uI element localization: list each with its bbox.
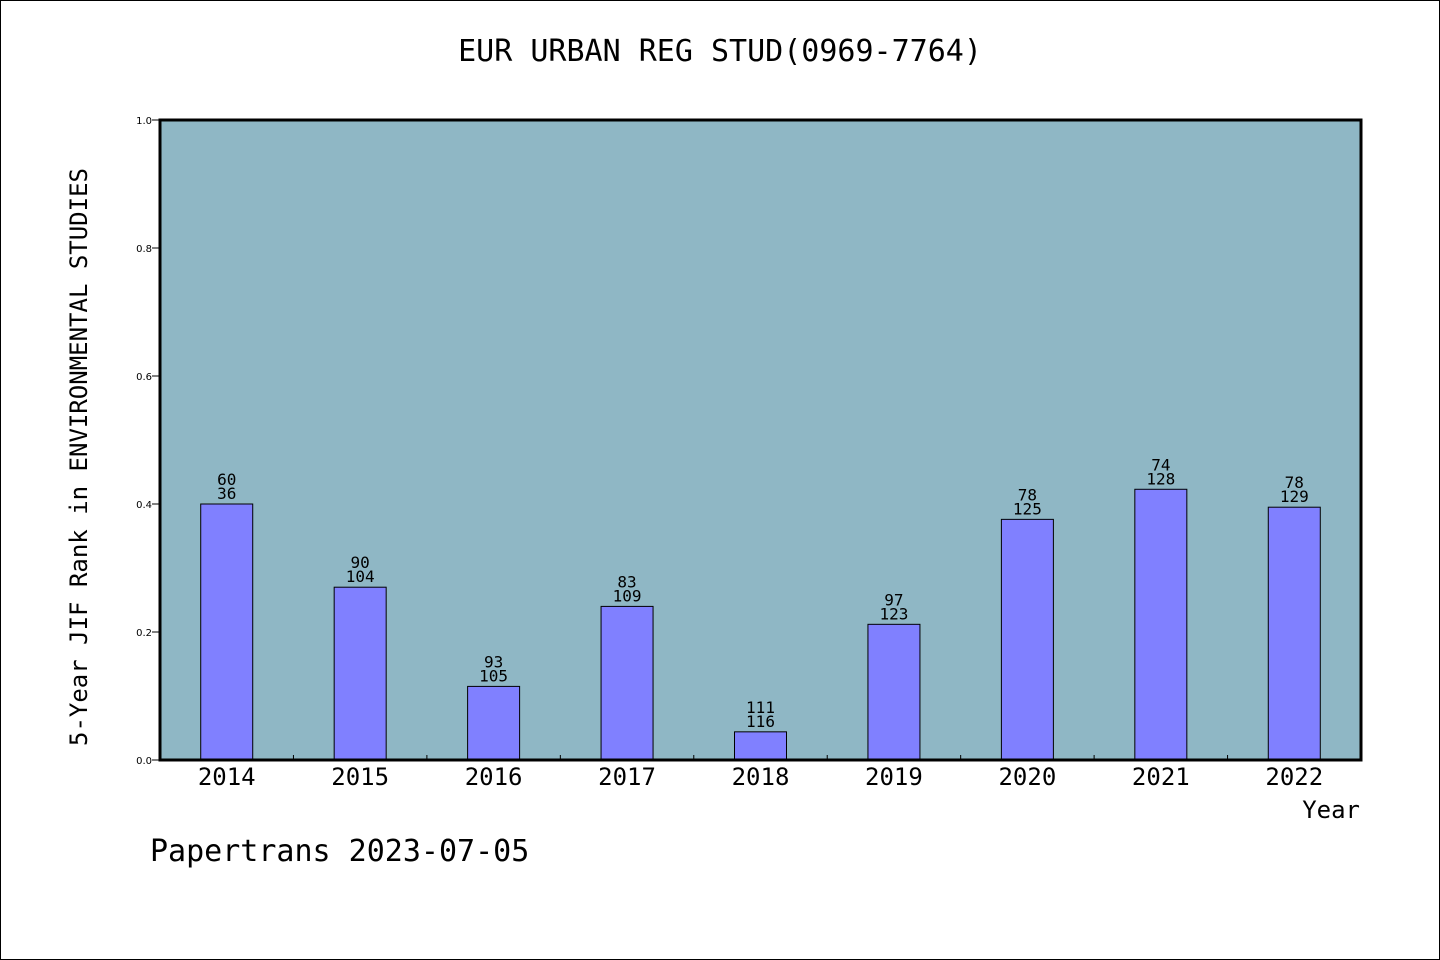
y-tick-label: 0.2 <box>136 628 152 639</box>
bar-2019 <box>867 623 921 761</box>
bar-2021 <box>1134 488 1188 761</box>
bar-label-top: 90 <box>351 553 370 572</box>
x-tick-label: 2014 <box>198 763 256 791</box>
x-tick-label: 2015 <box>331 763 389 791</box>
bar-label-top: 111 <box>746 698 775 717</box>
bar-label-bottom: 36 <box>217 484 236 503</box>
x-tick-label: 2016 <box>465 763 523 791</box>
x-axis-label: Year <box>1302 796 1360 824</box>
y-tick-label: 0.4 <box>136 500 152 511</box>
bar-label-top: 97 <box>884 590 903 609</box>
bar-label-top: 74 <box>1151 455 1170 474</box>
y-tick-label: 0.6 <box>136 372 152 383</box>
bar-2020 <box>1000 518 1054 761</box>
bar-label-top: 60 <box>217 470 236 489</box>
bar-label-bottom: 123 <box>879 604 908 623</box>
bar-2015 <box>333 586 387 761</box>
y-tick-label: 0.0 <box>136 756 152 767</box>
bar-2016 <box>467 685 521 761</box>
bar-label-bottom: 128 <box>1146 469 1175 488</box>
x-tick-label: 2017 <box>598 763 656 791</box>
bar-label-bottom: 105 <box>479 666 508 685</box>
x-tick-label: 2021 <box>1132 763 1190 791</box>
bar-2017 <box>600 605 654 761</box>
bar-label-bottom: 116 <box>746 712 775 731</box>
bar-2018 <box>734 731 787 761</box>
bar-label-bottom: 129 <box>1280 487 1309 506</box>
x-tick-label: 2019 <box>865 763 923 791</box>
footer-source-date: Papertrans 2023-07-05 <box>150 834 530 869</box>
bar-label-top: 93 <box>484 652 503 671</box>
bar-label-bottom: 104 <box>346 567 375 586</box>
bar-label-bottom: 125 <box>1013 499 1042 518</box>
x-tick-label: 2020 <box>998 763 1056 791</box>
bar-label-top: 78 <box>1285 473 1304 492</box>
y-tick-label: 0.8 <box>136 244 152 255</box>
bar-2022 <box>1267 506 1321 761</box>
y-tick-label: 1.0 <box>136 116 152 127</box>
bar-label-bottom: 109 <box>613 586 642 605</box>
x-tick-label: 2018 <box>732 763 790 791</box>
bar-label-top: 83 <box>617 572 636 591</box>
chart-title: EUR URBAN REG STUD(0969-7764) <box>458 34 982 69</box>
plot-border <box>158 118 1363 762</box>
bar-label-top: 78 <box>1018 485 1037 504</box>
x-tick-label: 2022 <box>1265 763 1323 791</box>
bar-2014 <box>200 503 254 761</box>
